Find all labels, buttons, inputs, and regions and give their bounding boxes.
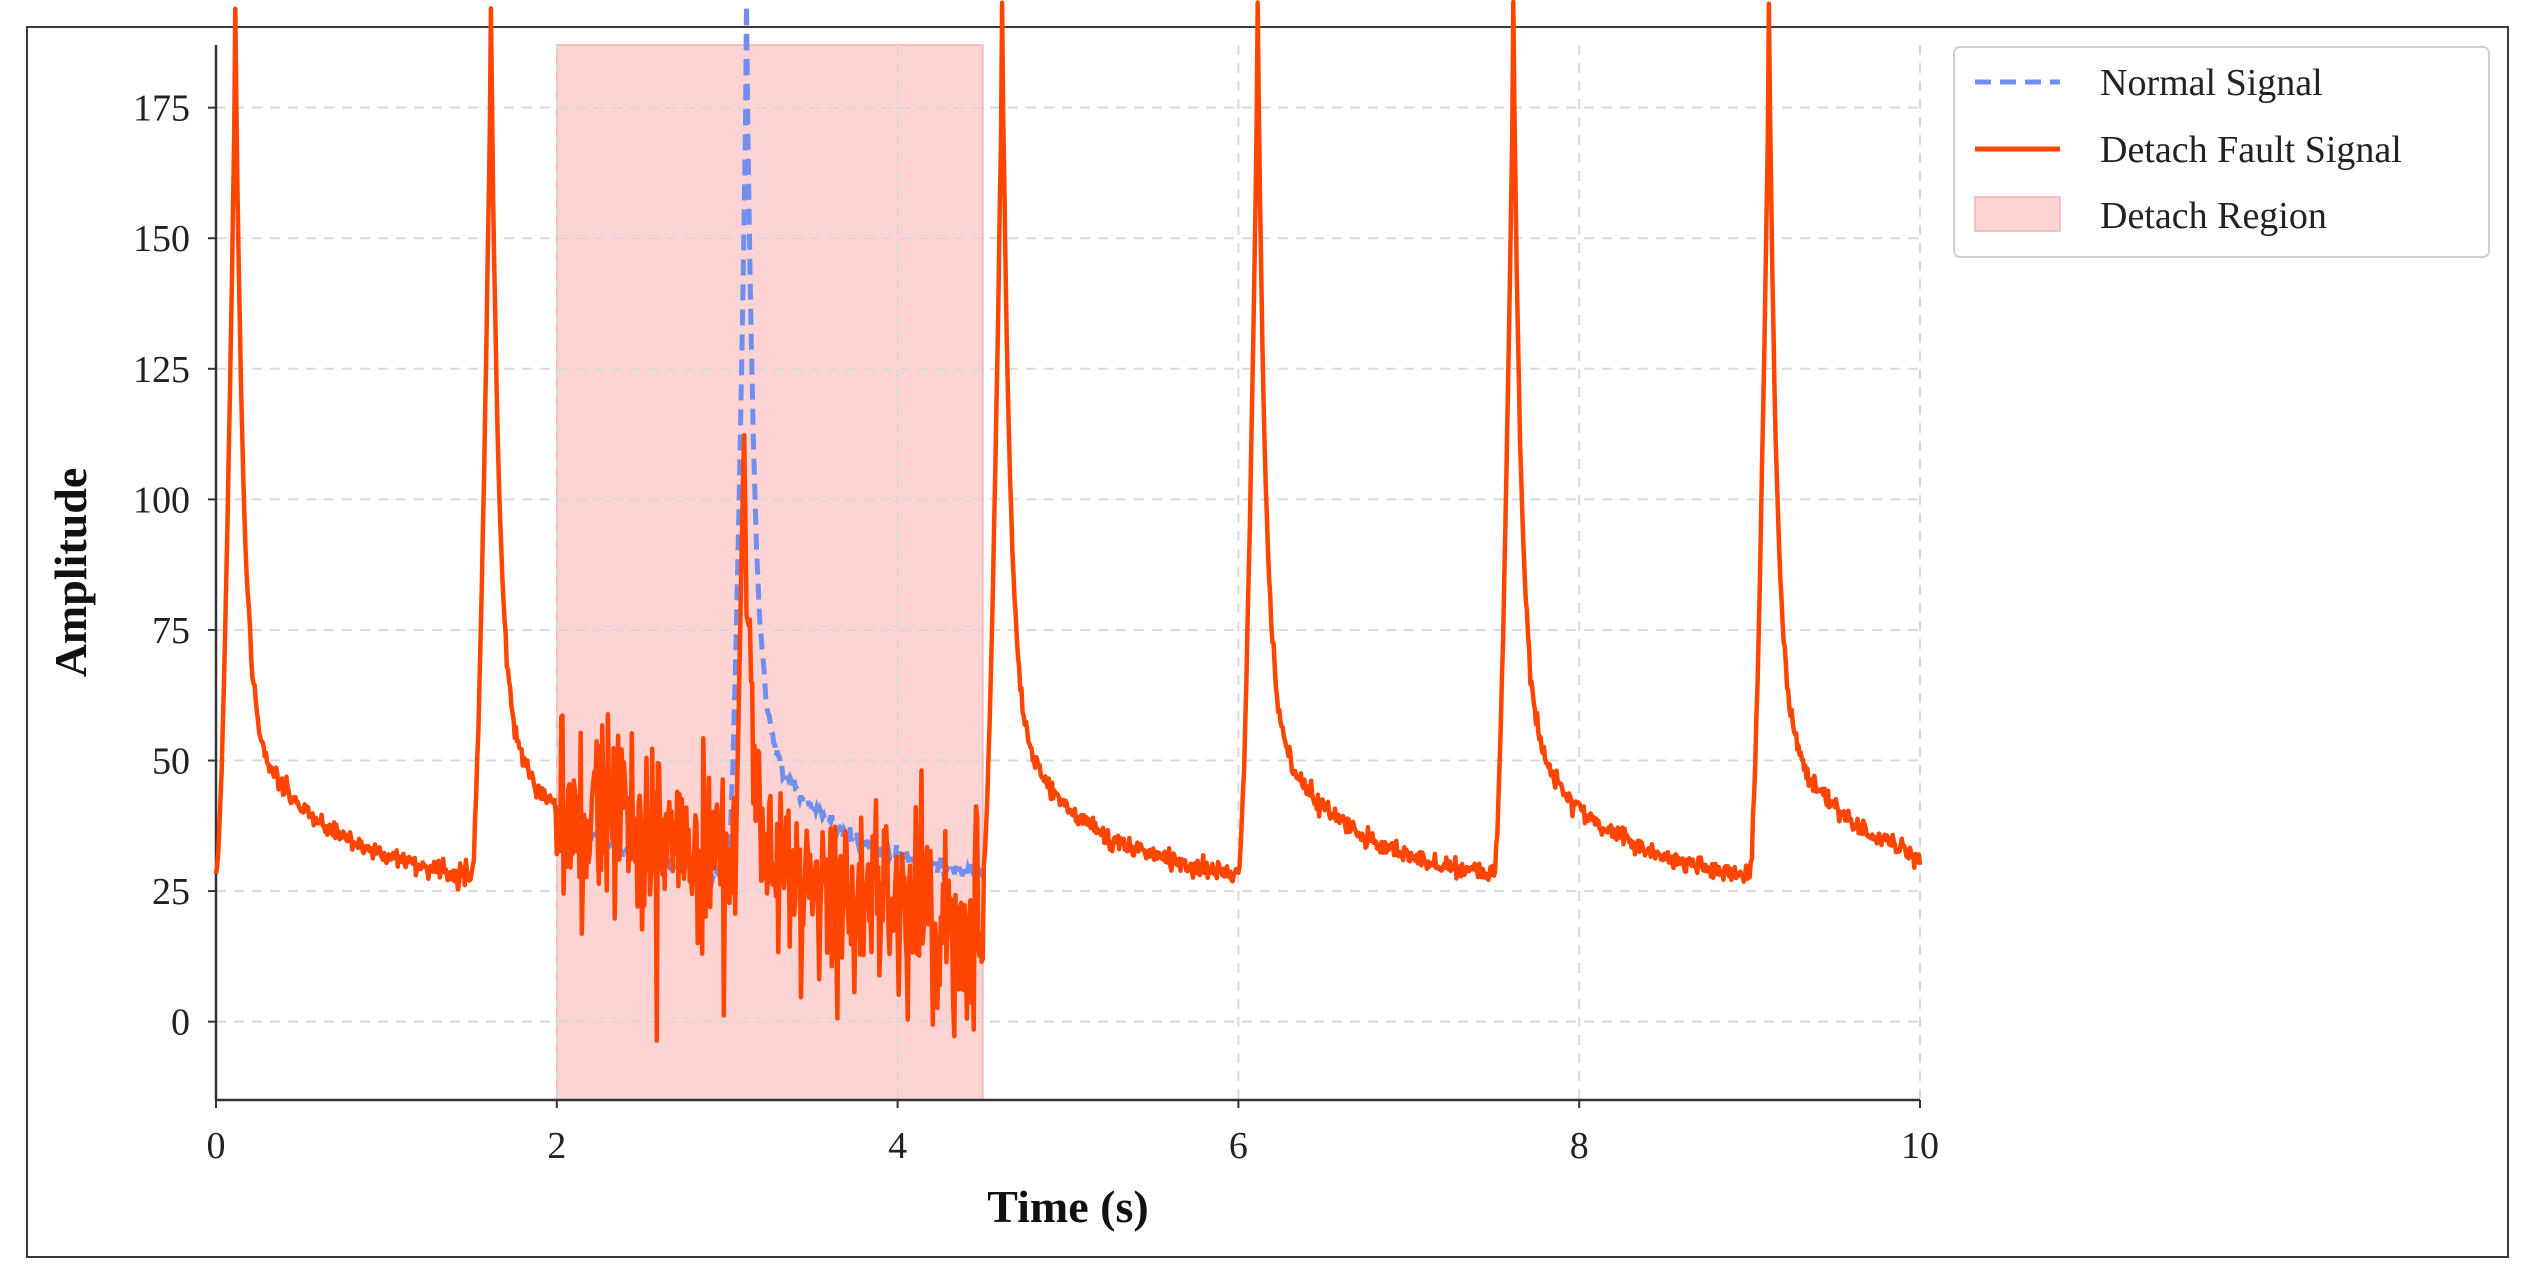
x-tick-label: 6 [1229,1125,1248,1167]
x-axis-title: Time (s) [987,1181,1148,1232]
detach-fault-signal-line [213,0,1923,1043]
x-tick-label: 8 [1570,1125,1589,1167]
y-tick-label: 125 [133,349,190,391]
grid [216,45,1921,1100]
x-tick-label: 4 [888,1125,907,1167]
legend-region-label: Detach Region [2100,195,2327,237]
y-tick-label: 100 [133,479,190,521]
y-tick-label: 0 [171,1002,190,1044]
legend-fault-label: Detach Fault Signal [2100,129,2402,171]
legend-box [1953,46,2490,258]
x-tick-label: 0 [207,1125,226,1167]
y-tick-label: 175 [133,88,190,130]
x-tick-label: 10 [1901,1125,1939,1167]
x-tick-label: 2 [547,1125,566,1167]
legend: Normal Signal Detach Fault Signal Detach… [1953,46,2490,258]
y-tick-label: 25 [152,871,190,913]
y-tick-label: 75 [152,610,190,652]
y-tick-label: 50 [152,741,190,783]
y-axis-title: Amplitude [45,468,96,678]
legend-normal-label: Normal Signal [2100,62,2323,104]
legend-region-swatch [1974,196,2061,232]
axes [214,45,1920,1102]
y-tick-label: 150 [133,218,190,260]
